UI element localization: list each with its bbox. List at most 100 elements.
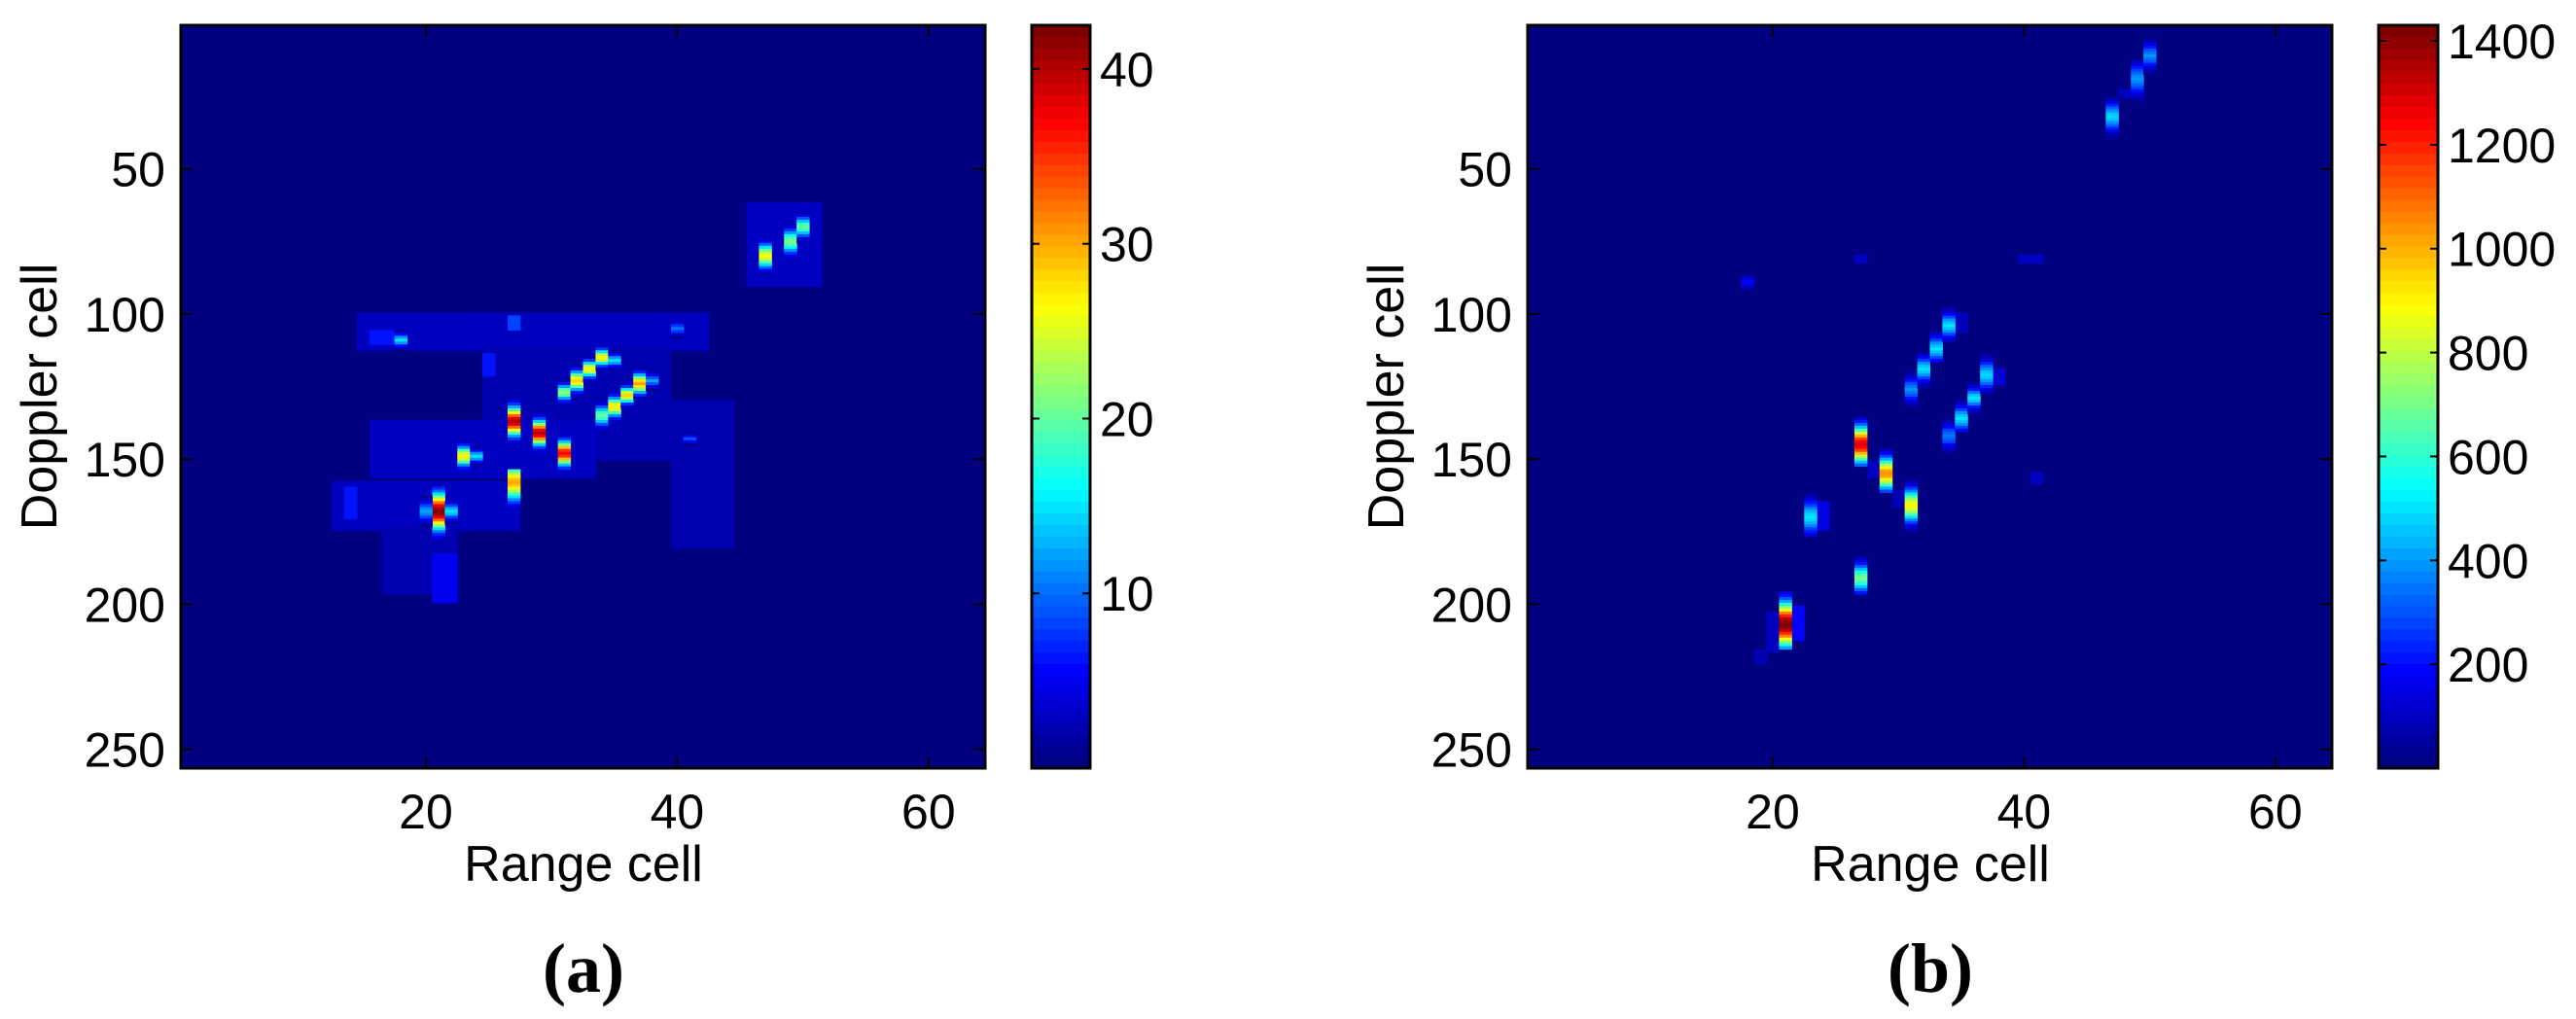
heatmap-cell <box>1929 356 1943 360</box>
heatmap-cell <box>432 521 445 525</box>
x-tick-label: 20 <box>399 785 453 839</box>
heatmap-patch <box>1753 649 1768 665</box>
heatmap-cell <box>2131 77 2144 82</box>
panel-a: 10 20 30 40 20 40 60 50 100 150 200 250 Range cell… <box>12 23 1154 1007</box>
heatmap-cell <box>557 388 572 392</box>
colorbar-swatch <box>2379 675 2438 688</box>
heatmap-cell <box>1904 480 1919 485</box>
heatmap-cell <box>582 376 596 380</box>
colorbar-swatch <box>1032 83 1090 96</box>
heatmap-cell <box>759 239 772 244</box>
heatmap-cell <box>1980 379 1994 383</box>
heatmap-cell <box>784 228 797 232</box>
heatmap-cell <box>1942 338 1956 342</box>
heatmap-cell <box>1804 495 1817 499</box>
heatmap-cell <box>595 410 609 415</box>
heatmap-cell <box>557 457 572 462</box>
heatmap-cell <box>582 365 596 369</box>
heatmap-cell <box>507 431 521 436</box>
heatmap-cell <box>595 419 609 424</box>
heatmap-cell <box>470 454 483 459</box>
heatmap-cell <box>1879 486 1893 490</box>
colorbar-swatch <box>2379 141 2438 154</box>
heatmap-cell <box>444 521 458 525</box>
heatmap-cell <box>1804 510 1817 513</box>
heatmap-cell <box>1967 410 1981 415</box>
heatmap-cell <box>1942 428 1956 433</box>
heatmap-cell <box>633 391 647 395</box>
heatmap-cell <box>608 419 621 424</box>
heatmap-cell <box>2105 121 2119 124</box>
heatmap-cell <box>633 376 647 380</box>
heatmap-cell <box>457 460 471 465</box>
heatmap-cell <box>1904 397 1919 401</box>
colorbar-tick-label: 1200 <box>2448 119 2556 173</box>
heatmap-cell <box>608 368 621 371</box>
heatmap-cell <box>620 385 634 389</box>
heatmap-cell <box>646 373 659 377</box>
heatmap-cell <box>419 524 433 528</box>
heatmap-cell <box>633 382 647 386</box>
heatmap-cell <box>419 515 433 519</box>
colorbar-tick-label: 1400 <box>2448 15 2556 69</box>
heatmap-cell <box>1804 521 1817 525</box>
heatmap-cell <box>2143 65 2157 70</box>
heatmap-cell <box>620 402 634 406</box>
heatmap-cell <box>1942 324 1956 328</box>
colorbar-tick-label: 600 <box>2448 430 2528 484</box>
heatmap-cell <box>1967 385 1981 389</box>
heatmap-cell <box>419 510 433 513</box>
heatmap-cell <box>1980 388 1994 392</box>
heatmap-patch <box>1766 611 1780 653</box>
heatmap-cell <box>557 460 572 465</box>
heatmap-cell <box>595 353 609 357</box>
heatmap-cell <box>1980 359 1994 363</box>
heatmap-cell <box>1804 530 1817 534</box>
heatmap-cell <box>507 495 521 499</box>
heatmap-cell <box>507 498 521 502</box>
heatmap-cell <box>1904 518 1919 522</box>
heatmap-cell <box>1904 512 1919 516</box>
heatmap-cell <box>784 222 797 227</box>
heatmap-cell <box>557 385 572 389</box>
heatmap-cell <box>1967 388 1981 392</box>
heatmap-cell <box>1879 457 1893 462</box>
heatmap-cell <box>1879 466 1893 471</box>
heatmap-cell <box>1853 434 1868 439</box>
heatmap-cell <box>2131 97 2144 102</box>
heatmap-cell <box>2143 42 2157 47</box>
colorbar-swatch <box>1032 745 1090 757</box>
y-tick-label: 250 <box>85 723 165 778</box>
heatmap-cell <box>1904 483 1919 488</box>
heatmap-cell <box>457 445 471 450</box>
heatmap-cell <box>1904 373 1919 377</box>
heatmap-cell <box>1917 356 1930 360</box>
heatmap-cell <box>1741 274 1755 279</box>
colorbar-swatch <box>1032 675 1090 688</box>
colorbar-swatch <box>2379 71 2438 85</box>
heatmap-cell <box>2143 56 2157 61</box>
heatmap-cell <box>1967 402 1981 406</box>
heatmap-patch <box>482 353 496 377</box>
colorbar-swatch <box>1032 48 1090 61</box>
colorbar-swatch <box>2379 362 2438 374</box>
heatmap-cell <box>1879 460 1893 465</box>
heatmap-cell <box>444 501 458 505</box>
y-tick-label: 150 <box>85 433 165 487</box>
heatmap-cell <box>1853 439 1868 444</box>
colorbar-swatch <box>2379 431 2438 444</box>
heatmap-cell <box>507 483 521 488</box>
colorbar-swatch <box>2379 698 2438 711</box>
heatmap-cell <box>608 350 621 354</box>
heatmap-cell <box>633 394 647 398</box>
heatmap-cell <box>1779 619 1792 624</box>
heatmap-cell <box>1853 442 1868 447</box>
heatmap-cell <box>557 391 572 395</box>
heatmap-cell <box>1942 422 1956 427</box>
heatmap-cell <box>1967 394 1981 398</box>
heatmap-cell <box>759 263 772 267</box>
heatmap-cell <box>1917 362 1930 366</box>
heatmap-cell <box>532 428 547 433</box>
heatmap-cell <box>570 388 583 392</box>
